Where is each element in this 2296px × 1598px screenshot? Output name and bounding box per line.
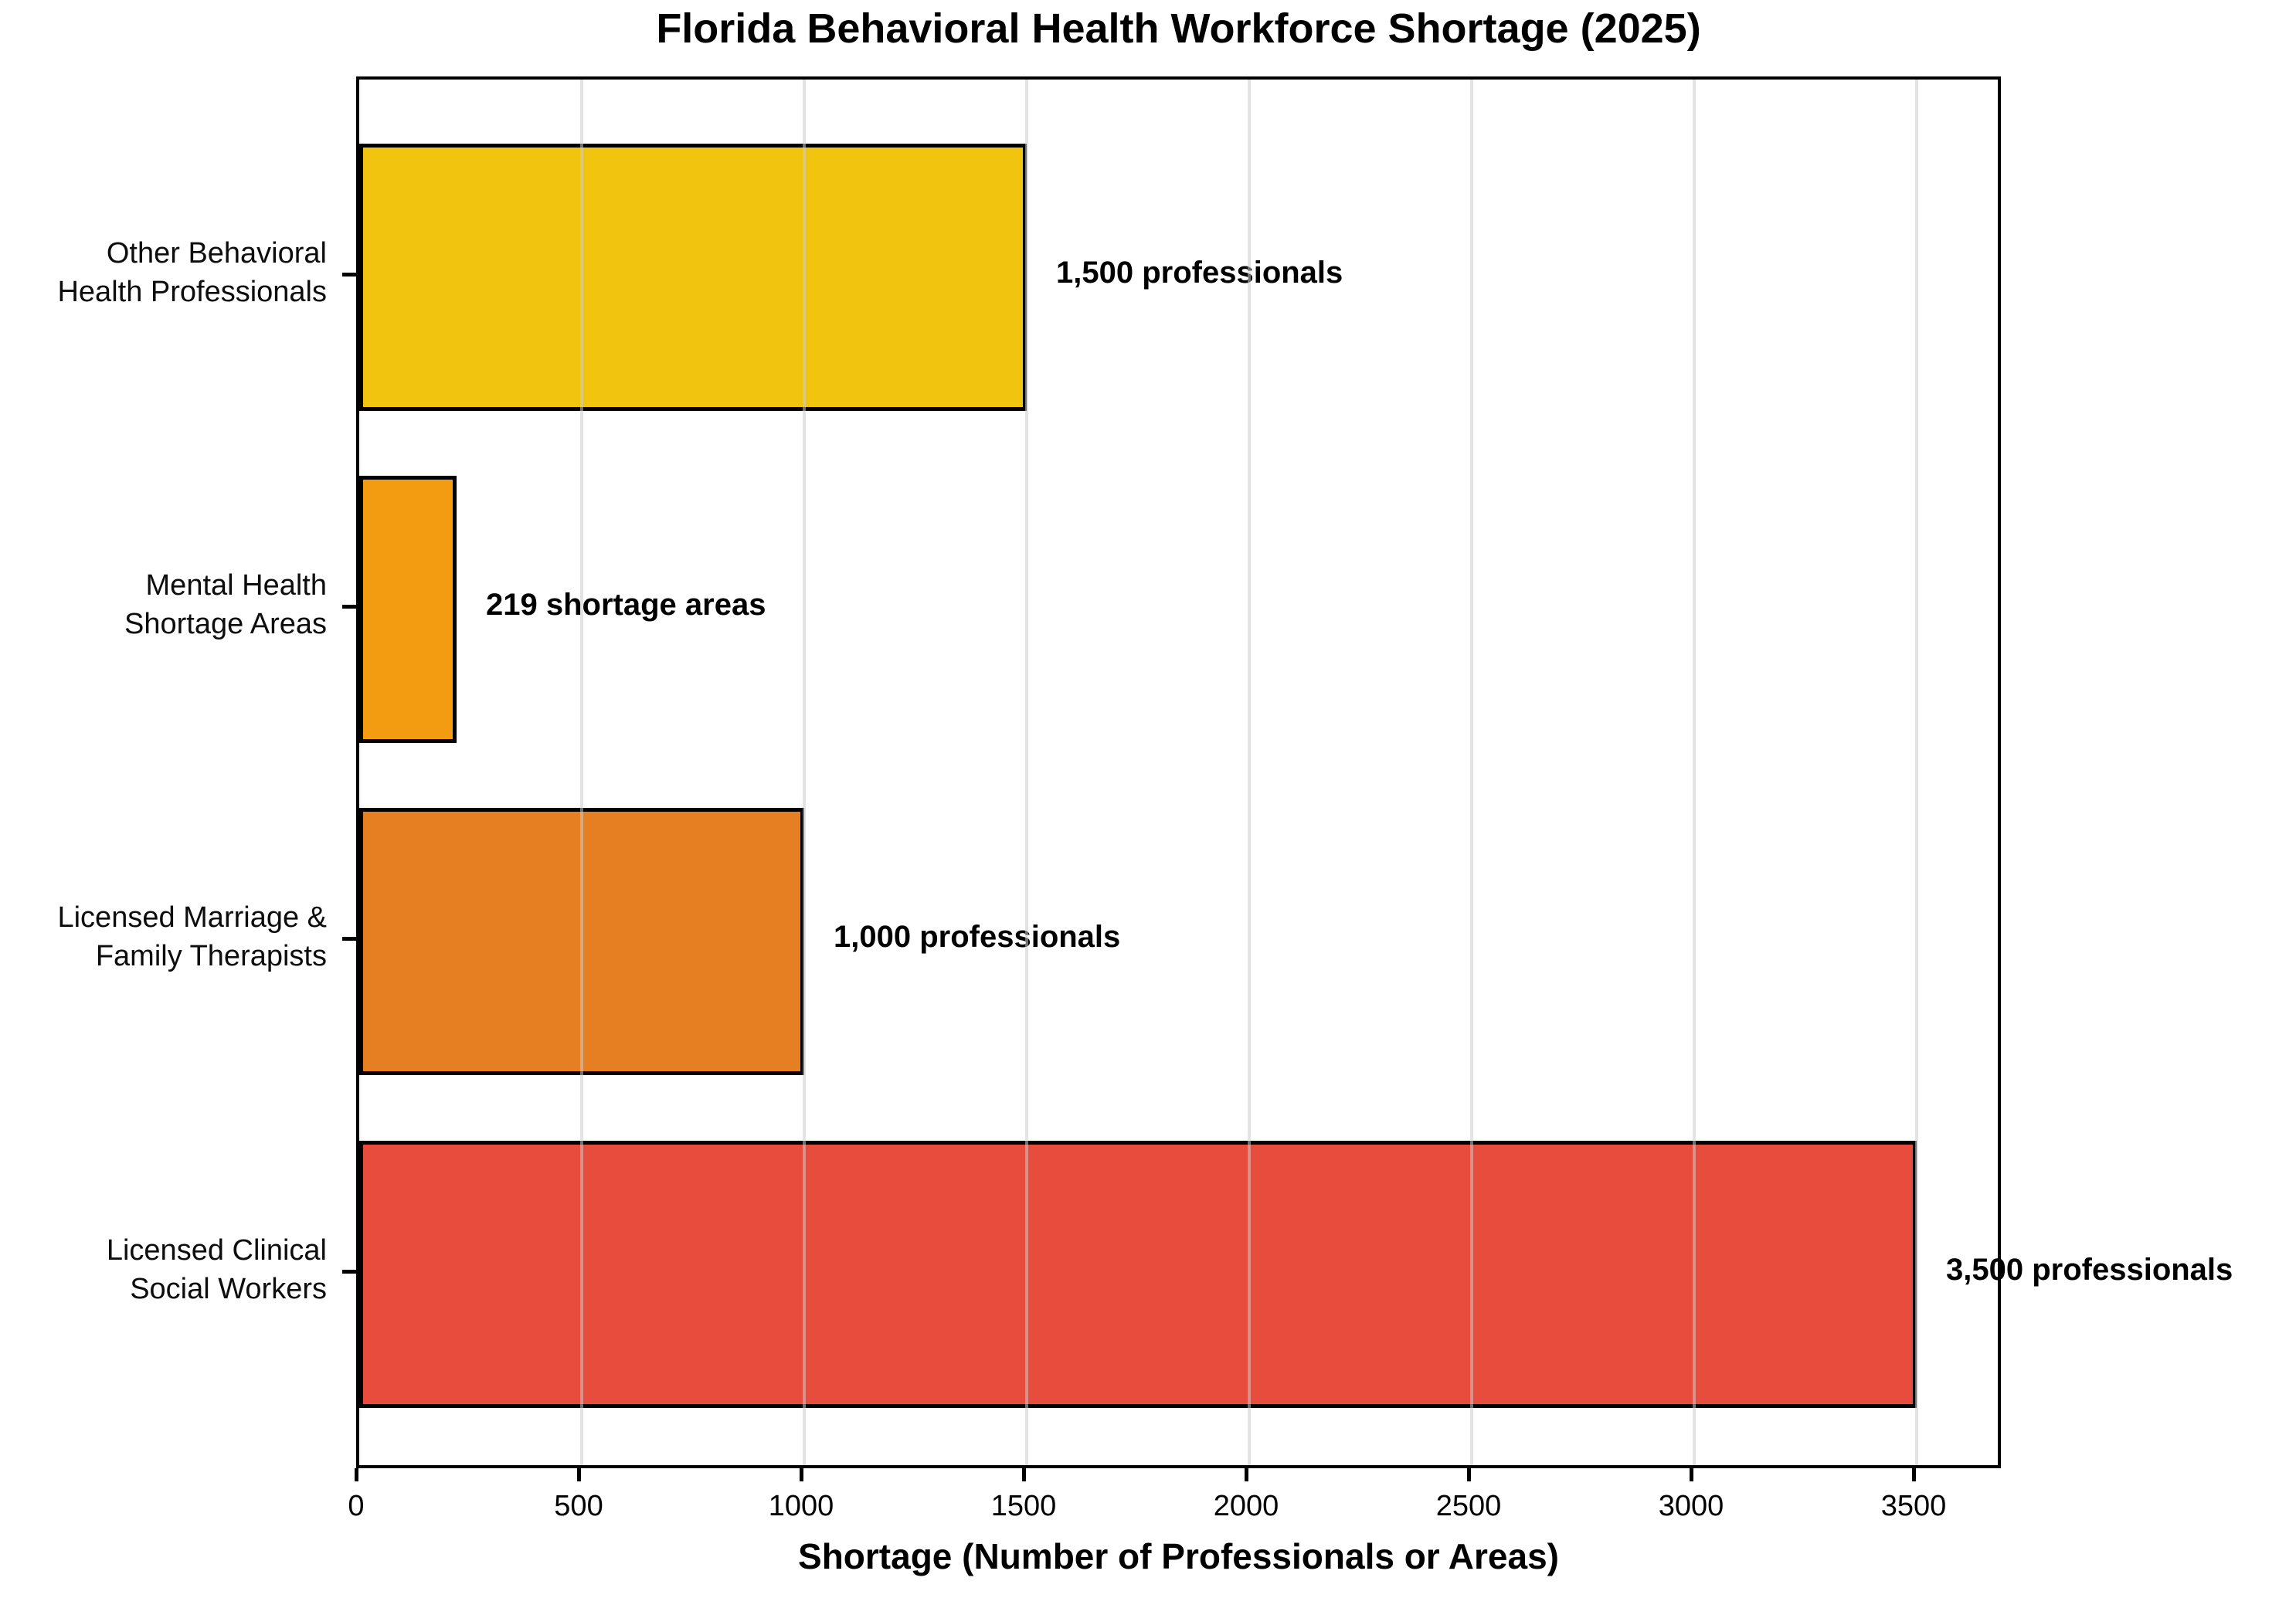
gridline-1500 [1025,80,1028,1465]
bar-value-label-2: 1,000 professionals [834,920,1121,954]
plot-area [356,76,2001,1468]
bar-1 [359,476,457,743]
gridline-3000 [1693,80,1696,1465]
gridline-3500 [1915,80,1918,1465]
x-tick-label-2000: 2000 [1213,1490,1279,1522]
bar-value-label-1: 219 shortage areas [486,588,766,622]
x-tick-3000 [1690,1468,1693,1481]
y-tick-3 [342,1270,356,1274]
x-tick-0 [355,1468,358,1481]
x-tick-label-1500: 1500 [990,1490,1057,1522]
bar-3 [359,1141,1917,1408]
y-tick-2 [342,937,356,941]
y-tick-1 [342,605,356,609]
x-tick-label-3500: 3500 [1880,1490,1947,1522]
y-category-label-0: Other Behavioral Health Professionals [57,237,327,309]
x-axis-title: Shortage (Number of Professionals or Are… [798,1536,1559,1576]
x-tick-label-0: 0 [348,1490,365,1522]
bar-value-label-3: 3,500 professionals [1946,1253,2233,1287]
x-tick-1500 [1022,1468,1026,1481]
x-tick-label-3000: 3000 [1658,1490,1724,1522]
y-tick-0 [342,273,356,277]
x-tick-2000 [1245,1468,1248,1481]
x-tick-label-500: 500 [554,1490,603,1522]
gridline-1000 [803,80,806,1465]
gridline-500 [580,80,583,1465]
chart-title: Florida Behavioral Health Workforce Shor… [656,5,1701,52]
x-tick-label-2500: 2500 [1435,1490,1502,1522]
x-tick-1000 [800,1468,803,1481]
x-tick-label-1000: 1000 [768,1490,834,1522]
gridline-2000 [1248,80,1251,1465]
y-category-label-1: Mental Health Shortage Areas [124,569,327,641]
y-category-label-2: Licensed Marriage & Family Therapists [57,901,327,973]
bar-0 [359,144,1027,411]
x-tick-3500 [1912,1468,1916,1481]
gridline-2500 [1470,80,1473,1465]
bar-value-label-0: 1,500 professionals [1056,256,1343,290]
x-tick-500 [577,1468,581,1481]
x-tick-2500 [1467,1468,1471,1481]
y-category-label-3: Licensed Clinical Social Workers [106,1234,327,1306]
